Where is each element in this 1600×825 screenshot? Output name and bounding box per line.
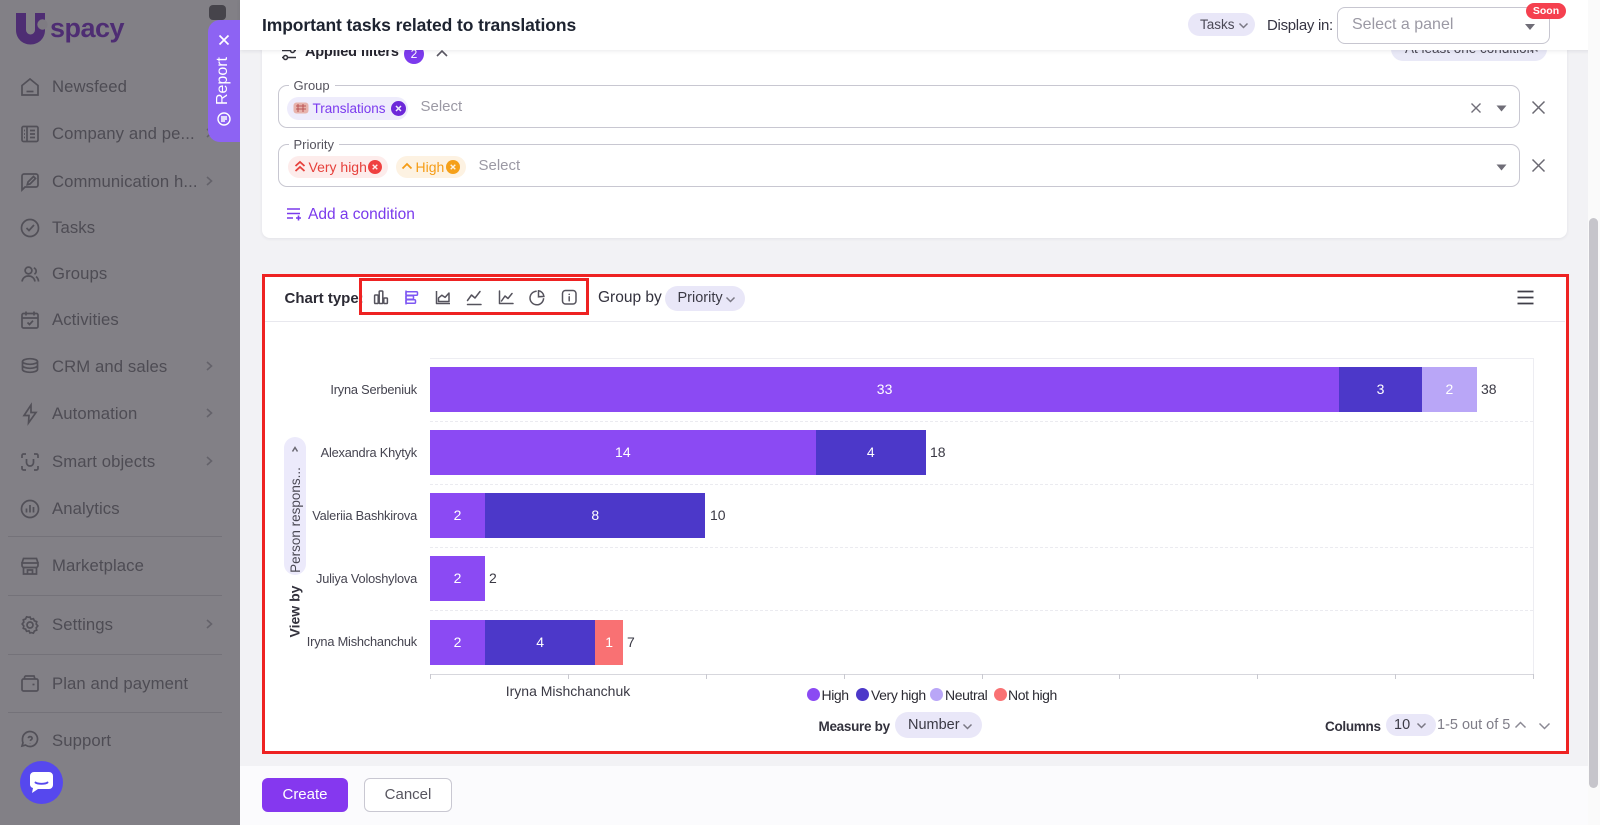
svg-text:spacy: spacy — [50, 13, 125, 43]
